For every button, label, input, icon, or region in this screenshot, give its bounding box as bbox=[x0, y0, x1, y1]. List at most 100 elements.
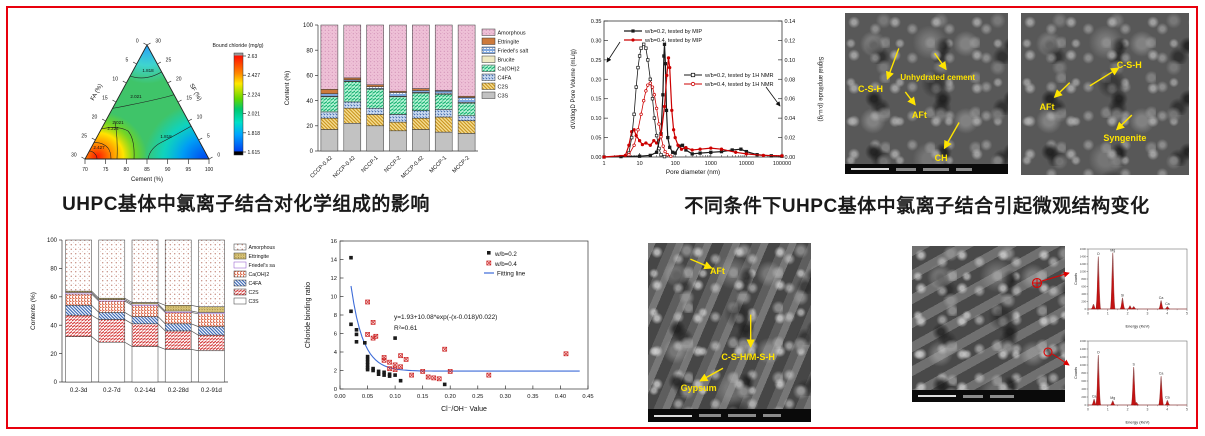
caption-right: 不同条件下UHPC基体中氯离子结合引起微观结构变化 bbox=[684, 196, 1150, 217]
sem-label: C-S-H bbox=[1116, 59, 1142, 70]
svg-text:0.00: 0.00 bbox=[591, 155, 602, 161]
svg-text:80: 80 bbox=[50, 267, 57, 273]
svg-text:0.25: 0.25 bbox=[591, 58, 602, 64]
svg-text:2.224: 2.224 bbox=[248, 92, 261, 98]
svg-text:10: 10 bbox=[197, 114, 203, 120]
svg-text:1400: 1400 bbox=[1080, 347, 1087, 351]
sem-image-with-eds-markers bbox=[912, 246, 1065, 402]
svg-text:1: 1 bbox=[1107, 408, 1109, 412]
svg-text:10000: 10000 bbox=[739, 161, 754, 167]
svg-text:85: 85 bbox=[144, 167, 150, 173]
svg-text:0.15: 0.15 bbox=[417, 394, 428, 400]
sem-image-unhydrated-cement: C-S-H Unhydrated cement AFt CH bbox=[845, 13, 1008, 174]
svg-text:600: 600 bbox=[1081, 379, 1086, 383]
svg-text:NCCP-2: NCCP-2 bbox=[383, 155, 402, 174]
sem-label: AFt bbox=[1039, 102, 1055, 113]
svg-text:0.25: 0.25 bbox=[472, 394, 483, 400]
red-border-frame bbox=[6, 6, 1198, 429]
svg-text:MCCP-0.42: MCCP-0.42 bbox=[400, 155, 425, 180]
svg-text:30: 30 bbox=[71, 152, 77, 158]
svg-text:Friedel's sa: Friedel's sa bbox=[249, 263, 275, 269]
svg-text:Pore diameter (nm): Pore diameter (nm) bbox=[666, 169, 720, 176]
sem-label: C-S-H/M-S-H bbox=[721, 352, 775, 363]
svg-text:1600: 1600 bbox=[1080, 339, 1087, 343]
svg-text:0: 0 bbox=[217, 152, 220, 158]
svg-text:1400: 1400 bbox=[1080, 255, 1087, 259]
svg-text:Bound chloride (mg/g): Bound chloride (mg/g) bbox=[212, 43, 263, 49]
svg-text:C2S: C2S bbox=[498, 85, 509, 91]
svg-text:0.00: 0.00 bbox=[785, 155, 796, 161]
svg-text:0.12: 0.12 bbox=[785, 38, 796, 44]
svg-text:w/b=0.2: w/b=0.2 bbox=[494, 251, 517, 258]
svg-text:4: 4 bbox=[1166, 312, 1168, 316]
svg-text:2.427: 2.427 bbox=[93, 145, 105, 150]
sem-texture-coarse bbox=[648, 243, 811, 422]
svg-text:20: 20 bbox=[50, 352, 57, 358]
svg-text:Energy (KeV): Energy (KeV) bbox=[1125, 420, 1150, 425]
svg-text:200: 200 bbox=[1081, 300, 1086, 304]
svg-text:MCCP-2: MCCP-2 bbox=[452, 155, 471, 174]
svg-text:0: 0 bbox=[1084, 403, 1086, 407]
svg-text:0.04: 0.04 bbox=[785, 116, 796, 122]
svg-text:CCCP-0.42: CCCP-0.42 bbox=[309, 155, 333, 179]
svg-text:0.30: 0.30 bbox=[500, 394, 511, 400]
svg-text:20: 20 bbox=[306, 124, 313, 130]
sem-label: Unhydrated cement bbox=[900, 72, 976, 82]
svg-text:70: 70 bbox=[82, 167, 88, 173]
sem-texture bbox=[845, 13, 1008, 174]
svg-text:0.10: 0.10 bbox=[785, 58, 796, 64]
svg-text:8: 8 bbox=[334, 313, 337, 319]
sem-texture bbox=[912, 246, 1065, 402]
svg-text:Friedel's salt: Friedel's salt bbox=[498, 49, 529, 55]
svg-text:16: 16 bbox=[331, 239, 337, 245]
svg-text:5: 5 bbox=[1186, 312, 1188, 316]
svg-text:Mg: Mg bbox=[1110, 396, 1115, 400]
svg-text:0.20: 0.20 bbox=[591, 77, 602, 83]
svg-text:2.63: 2.63 bbox=[248, 54, 258, 60]
svg-text:15: 15 bbox=[186, 95, 192, 101]
svg-text:C2S: C2S bbox=[249, 290, 260, 296]
sem-label: Gypsum bbox=[680, 382, 717, 393]
svg-text:2: 2 bbox=[1127, 312, 1129, 316]
svg-text:2: 2 bbox=[334, 369, 337, 375]
svg-text:100: 100 bbox=[47, 238, 58, 244]
svg-text:Ca: Ca bbox=[1159, 372, 1164, 376]
svg-text:S: S bbox=[1133, 363, 1136, 367]
svg-text:400: 400 bbox=[1081, 387, 1086, 391]
svg-text:5: 5 bbox=[1186, 408, 1188, 412]
svg-text:15: 15 bbox=[102, 95, 108, 101]
svg-text:20: 20 bbox=[176, 76, 182, 82]
svg-text:3: 3 bbox=[1146, 312, 1148, 316]
svg-text:Signal amplitude (p.u./g): Signal amplitude (p.u./g) bbox=[817, 56, 823, 121]
sem-scale-bar bbox=[918, 395, 956, 397]
svg-text:Counts: Counts bbox=[1074, 367, 1078, 379]
svg-text:100000: 100000 bbox=[773, 161, 791, 167]
svg-text:1200: 1200 bbox=[1080, 355, 1087, 359]
svg-text:0.10: 0.10 bbox=[389, 394, 400, 400]
svg-text:1200: 1200 bbox=[1080, 262, 1087, 266]
svg-text:Amorphous: Amorphous bbox=[249, 245, 276, 251]
svg-text:400: 400 bbox=[1081, 292, 1086, 296]
svg-text:0.35: 0.35 bbox=[527, 394, 538, 400]
sem-scale-bar bbox=[654, 414, 692, 417]
svg-text:Ca: Ca bbox=[1092, 395, 1097, 399]
svg-text:Ca(OH)2: Ca(OH)2 bbox=[249, 272, 270, 278]
svg-text:Mg: Mg bbox=[1110, 248, 1115, 252]
svg-text:C4FA: C4FA bbox=[498, 76, 512, 82]
svg-text:1000: 1000 bbox=[1080, 363, 1087, 367]
svg-text:NCCP-0.42: NCCP-0.42 bbox=[332, 155, 356, 179]
svg-text:0.10: 0.10 bbox=[591, 116, 602, 122]
svg-text:2.021: 2.021 bbox=[112, 120, 124, 125]
svg-text:0.00: 0.00 bbox=[334, 394, 345, 400]
svg-text:25: 25 bbox=[81, 133, 87, 139]
svg-text:y=1.93+10.08*exp(-(x-0.018)/0.: y=1.93+10.08*exp(-(x-0.018)/0.022) bbox=[394, 314, 497, 321]
svg-text:O: O bbox=[1097, 351, 1100, 355]
svg-text:w/b=0.2, tested by MIP: w/b=0.2, tested by MIP bbox=[644, 29, 702, 35]
svg-text:2.021: 2.021 bbox=[248, 112, 261, 118]
svg-text:0.14: 0.14 bbox=[785, 19, 796, 25]
svg-text:25: 25 bbox=[166, 57, 172, 63]
svg-text:40: 40 bbox=[306, 99, 313, 105]
svg-text:Brucite: Brucite bbox=[498, 58, 515, 64]
svg-text:0.06: 0.06 bbox=[785, 97, 796, 103]
